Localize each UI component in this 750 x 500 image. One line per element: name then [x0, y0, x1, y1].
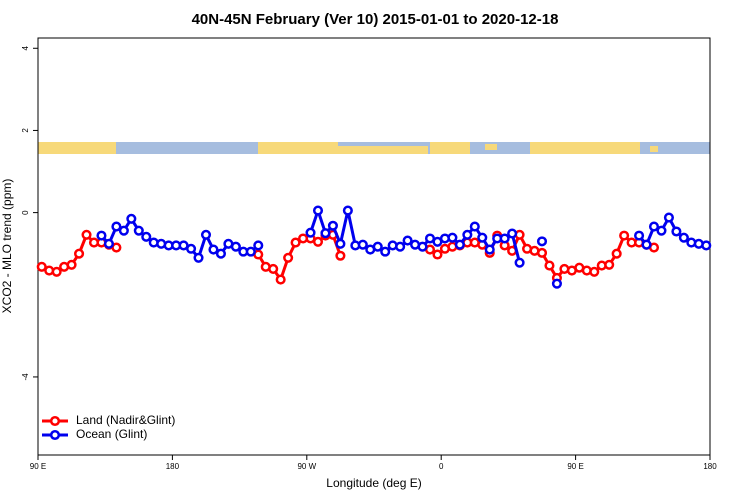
data-point: [305, 227, 316, 238]
legend-marker: [49, 415, 61, 427]
data-point: [395, 241, 406, 252]
land-ocean-strip: [38, 142, 710, 154]
data-point: [327, 220, 338, 231]
x-axis-label: Longitude (deg E): [326, 476, 421, 490]
data-point: [275, 274, 286, 285]
data-point: [380, 246, 391, 257]
data-point: [641, 239, 652, 250]
data-point: [290, 237, 301, 248]
data-point: [51, 266, 62, 277]
y-tick-label: -4: [21, 373, 30, 381]
data-point: [320, 228, 331, 239]
data-point: [342, 205, 353, 216]
data-point: [462, 229, 473, 240]
data-point: [454, 239, 465, 250]
data-point: [507, 228, 518, 239]
data-point: [126, 213, 137, 224]
data-point: [671, 226, 682, 237]
data-point: [499, 233, 510, 244]
data-point: [619, 230, 630, 241]
data-point: [335, 238, 346, 249]
data-point: [402, 235, 413, 246]
data-point: [141, 231, 152, 242]
data-point: [544, 260, 555, 271]
data-point: [133, 225, 144, 236]
data-point: [656, 225, 667, 236]
data-point: [245, 246, 256, 257]
data-point: [634, 230, 645, 241]
data-point: [36, 261, 47, 272]
data-point: [417, 241, 428, 252]
legend-label: Land (Nadir&Glint): [76, 413, 175, 427]
data-point: [432, 249, 443, 260]
data-point: [208, 244, 219, 255]
y-tick-label: 0: [21, 210, 30, 215]
data-point: [268, 263, 279, 274]
legend-marker: [49, 429, 61, 441]
data-point: [215, 248, 226, 259]
data-point: [551, 278, 562, 289]
data-point: [604, 259, 615, 270]
data-point: [469, 221, 480, 232]
data-point: [111, 242, 122, 253]
data-point: [701, 240, 712, 251]
data-point: [312, 236, 324, 247]
data-point: [357, 239, 368, 250]
y-tick-label: 2: [21, 128, 30, 133]
data-point: [536, 236, 548, 247]
data-point: [648, 221, 660, 232]
data-point: [103, 238, 114, 249]
x-tick-label: 180: [703, 462, 717, 471]
y-tick-label: 4: [21, 45, 30, 50]
data-point: [611, 248, 622, 259]
data-point: [74, 248, 85, 259]
data-point: [111, 221, 122, 232]
data-point: [312, 205, 324, 216]
data-point: [514, 257, 525, 268]
data-point: [283, 252, 294, 263]
data-point: [335, 250, 346, 261]
data-point: [186, 243, 197, 254]
data-point: [678, 232, 689, 243]
x-tick-label: 180: [166, 462, 180, 471]
data-point: [663, 212, 674, 223]
legend-label: Ocean (Glint): [76, 427, 147, 441]
chart-title: 40N-45N February (Ver 10) 2015-01-01 to …: [192, 11, 559, 28]
x-tick-label: 90 E: [567, 462, 583, 471]
data-point: [96, 230, 107, 241]
data-point: [230, 241, 241, 252]
data-point: [447, 232, 458, 243]
data-point: [589, 266, 600, 277]
data-point: [66, 259, 77, 270]
data-point: [200, 229, 212, 240]
data-point: [193, 252, 204, 263]
x-tick-label: 90 E: [30, 462, 46, 471]
y-axis-label: XCO2 - MLO trend (ppm): [0, 179, 14, 314]
data-point: [536, 247, 548, 258]
data-point: [484, 244, 495, 255]
data-point: [81, 229, 92, 240]
data-point: [477, 232, 488, 243]
x-tick-label: 0: [439, 462, 444, 471]
data-point: [372, 241, 383, 252]
x-tick-label: 90 W: [297, 462, 316, 471]
data-point: [253, 240, 264, 251]
data-point: [118, 225, 129, 236]
